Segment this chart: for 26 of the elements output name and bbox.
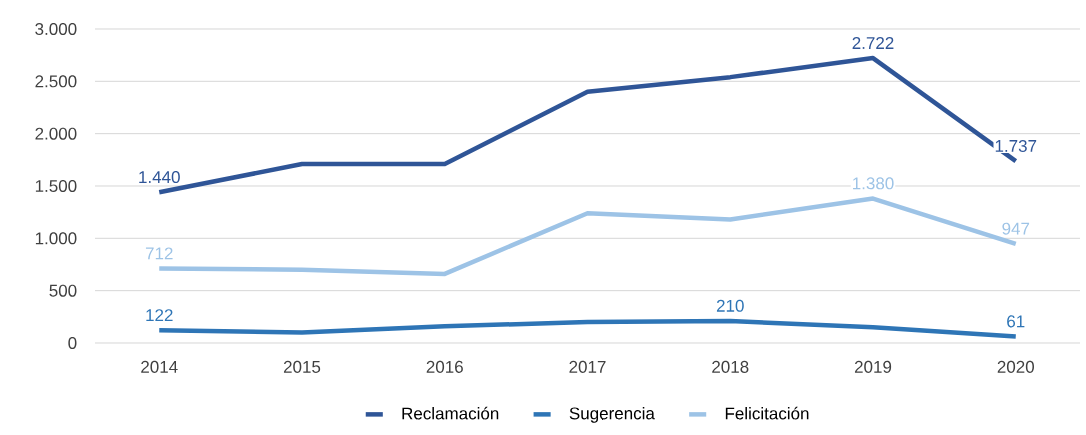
x-tick-label: 2019 [854,360,892,373]
x-tick-label: 2018 [712,360,749,373]
y-tick-label: 2.500 [35,75,77,88]
legend-label: Sugerencia [569,406,655,423]
data-label: 1.380 [853,177,894,190]
data-label: 61 [1007,315,1025,328]
data-label: 210 [716,299,744,312]
data-label: 712 [145,247,173,260]
y-tick-label: 0 [68,336,77,350]
x-tick-label: 2016 [426,360,463,373]
y-tick-label: 500 [49,284,77,297]
x-tick-label: 2015 [283,360,321,373]
y-tick-label: 1.500 [35,179,77,193]
x-tick-label: 2014 [141,360,178,373]
legend-label: Reclamación [402,406,499,420]
y-tick-label: 1.000 [35,232,77,245]
legend-label: Felicitación [725,406,809,420]
data-label: 947 [1002,222,1030,235]
data-label: 2.722 [852,37,894,49]
data-label: 1.737 [995,139,1037,152]
x-tick-label: 2017 [569,360,606,373]
x-tick-label: 2020 [997,360,1035,373]
data-label: 1.440 [139,171,180,184]
y-tick-label: 3.000 [35,22,77,36]
y-tick-label: 2.000 [35,127,77,140]
data-label: 122 [146,309,173,322]
